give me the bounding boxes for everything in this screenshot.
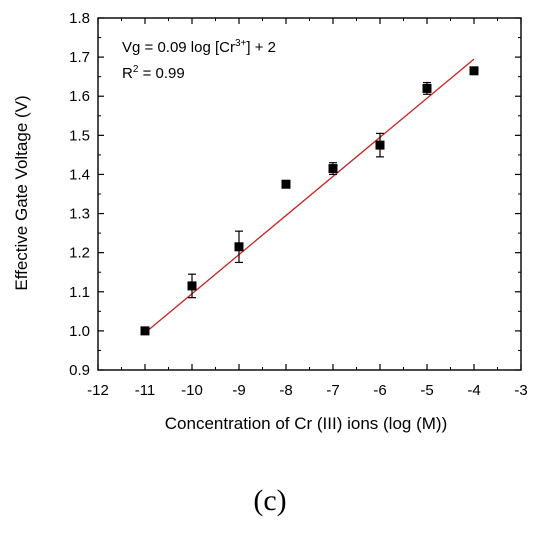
data-point xyxy=(281,179,291,189)
x-tick-label: -8 xyxy=(279,382,292,399)
y-tick-label: 1.0 xyxy=(69,323,90,340)
y-tick-label: 1.1 xyxy=(69,284,90,301)
x-tick-label: -7 xyxy=(326,382,339,399)
data-points-layer xyxy=(140,66,479,336)
x-tick-label: -12 xyxy=(87,382,109,399)
equation-superscript: 3+ xyxy=(235,38,247,49)
data-point xyxy=(234,242,244,252)
x-tick-label: -6 xyxy=(373,382,386,399)
fit-line-layer xyxy=(144,58,475,334)
y-tick-label: 1.3 xyxy=(69,206,90,223)
data-point xyxy=(469,66,479,76)
data-point xyxy=(375,140,385,150)
x-axis: -12 -11 -10 -9 -8 -7 -6 -5 -4 -3 xyxy=(87,18,528,399)
fit-line xyxy=(144,58,475,334)
x-tick-label: -9 xyxy=(232,382,245,399)
y-tick-label: 1.5 xyxy=(69,127,90,144)
y-tick-label: 0.9 xyxy=(69,362,90,379)
y-axis: 0.9 1.0 1.1 1.2 1.3 1.4 1.5 1.6 1.7 1.8 xyxy=(69,10,521,379)
y-axis-title: Effective Gate Voltage (V) xyxy=(12,95,31,290)
x-tick-label: -4 xyxy=(467,382,480,399)
fit-equation: Vg = 0.09 log [Cr3+] + 2 xyxy=(122,38,276,56)
data-point xyxy=(140,326,150,336)
y-tick-label: 1.8 xyxy=(69,10,90,27)
x-tick-label: -5 xyxy=(420,382,433,399)
data-point xyxy=(187,281,197,291)
x-tick-label: -11 xyxy=(135,382,156,399)
data-point xyxy=(328,164,338,174)
y-tick-label: 1.2 xyxy=(69,245,90,262)
data-point xyxy=(422,83,432,93)
x-tick-label: -3 xyxy=(514,382,527,399)
y-tick-label: 1.4 xyxy=(69,166,90,183)
r-squared: R2 = 0.99 xyxy=(122,64,185,82)
y-tick-label: 1.7 xyxy=(69,49,90,66)
x-axis-title: Concentration of Cr (III) ions (log (M)) xyxy=(165,414,447,433)
y-tick-label: 1.6 xyxy=(69,88,90,105)
panel-label: (c) xyxy=(253,484,286,517)
r-squared-superscript: 2 xyxy=(133,64,139,75)
x-tick-label: -10 xyxy=(181,382,203,399)
